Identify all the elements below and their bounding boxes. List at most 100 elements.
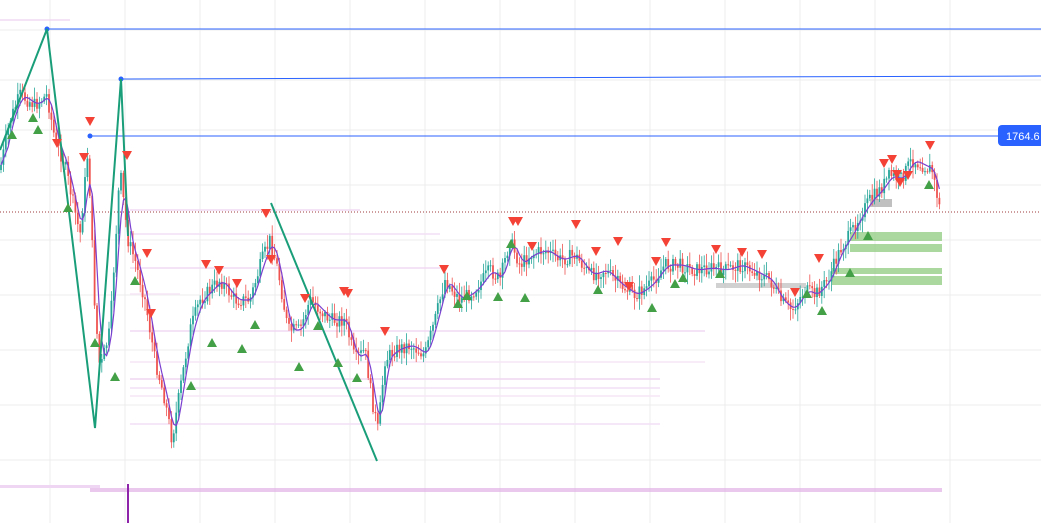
candle-body: [909, 159, 912, 162]
candle-body: [451, 286, 454, 292]
triangle-up-icon: [670, 279, 680, 288]
candle-body: [508, 247, 511, 256]
candle-body: [156, 351, 158, 375]
candle-body: [928, 165, 931, 172]
candle-body: [684, 272, 686, 274]
candle-body: [388, 350, 391, 360]
candle-body: [552, 249, 554, 251]
candle-body: [441, 294, 444, 300]
candle-body: [475, 292, 478, 297]
volume-strip-bar: [0, 485, 100, 488]
candle-body: [876, 188, 878, 197]
triangle-up-icon: [506, 239, 516, 248]
candle-body: [787, 300, 790, 303]
candle-body: [566, 264, 569, 266]
candle-body: [69, 175, 72, 195]
candle-body: [256, 276, 259, 283]
triangle-up-icon: [647, 303, 657, 312]
candle-body: [669, 268, 672, 272]
triangle-down-icon: [814, 254, 824, 263]
candle-body: [753, 272, 756, 276]
candle-body: [516, 252, 518, 264]
candle-body: [67, 162, 70, 176]
candle-body: [381, 384, 384, 403]
candle-body: [139, 270, 142, 285]
candle-body: [532, 254, 535, 259]
candle-body: [129, 242, 132, 247]
candle-body: [583, 267, 586, 269]
candle-body: [873, 188, 876, 200]
candle-body: [254, 282, 257, 288]
candle-body: [182, 367, 185, 381]
candle-body: [2, 149, 5, 165]
candle-body: [134, 254, 137, 262]
candle-body: [528, 258, 530, 265]
level-anchor: [87, 133, 93, 139]
candle-body: [328, 319, 331, 321]
candle-body: [492, 265, 494, 279]
triangle-up-icon: [130, 276, 140, 285]
candle-body: [537, 247, 540, 254]
candle-body: [686, 263, 689, 273]
candle-body: [153, 342, 156, 352]
candle-body: [676, 265, 679, 268]
candle-body: [98, 333, 101, 363]
candle-body: [597, 272, 600, 279]
triangle-down-icon: [613, 237, 623, 246]
candle-body: [244, 296, 247, 298]
candle-body: [902, 172, 905, 181]
candle-body: [45, 94, 48, 97]
candle-body: [717, 262, 720, 267]
candle-body: [105, 345, 108, 349]
candle-body: [760, 279, 763, 281]
candle-body: [849, 227, 852, 231]
candle-body: [364, 350, 367, 352]
candle-body: [259, 259, 262, 277]
candle-body: [633, 289, 636, 299]
candle-body: [151, 332, 154, 343]
candle-body: [832, 258, 835, 272]
candle-body: [410, 348, 413, 350]
candle-body: [398, 344, 401, 353]
triangle-up-icon: [924, 180, 934, 189]
candle-body: [132, 242, 134, 255]
triangle-down-icon: [122, 151, 132, 160]
candle-body: [808, 285, 811, 287]
candle-body: [175, 412, 178, 434]
candle-body: [770, 279, 773, 288]
candle-body: [460, 297, 463, 303]
triangle-down-icon: [651, 257, 661, 266]
candle-body: [283, 299, 286, 310]
candle-body: [333, 313, 336, 323]
candle-body: [302, 319, 305, 326]
candle-body: [331, 313, 334, 320]
candle-body: [170, 419, 173, 443]
candle-body: [494, 278, 497, 280]
candle-body: [19, 89, 22, 95]
candle-body: [74, 195, 77, 213]
triangle-down-icon: [887, 155, 897, 164]
candle-body: [883, 178, 886, 194]
candle-body: [350, 337, 353, 340]
candle-body: [892, 173, 895, 176]
triangle-down-icon: [142, 249, 152, 258]
candle-body: [391, 350, 394, 357]
triangle-up-icon: [294, 362, 304, 371]
candle-body: [664, 259, 667, 267]
candle-body: [43, 96, 46, 102]
candle-body: [278, 263, 281, 281]
candle-body: [72, 194, 74, 196]
candle-body: [499, 272, 502, 278]
candle-body: [280, 280, 283, 300]
volume-strip: [0, 484, 942, 523]
price-tag[interactable]: 1764.6: [998, 125, 1041, 146]
candle-body: [624, 288, 626, 291]
candle-body: [722, 269, 725, 276]
candle-body: [864, 203, 866, 218]
candle-body: [811, 286, 814, 289]
resistance-zone: [716, 283, 806, 288]
triangle-down-icon: [266, 255, 276, 264]
